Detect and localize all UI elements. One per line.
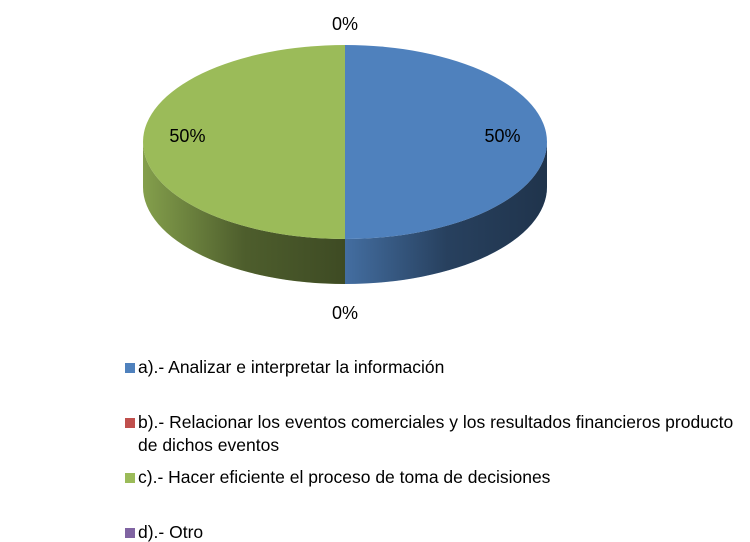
legend-item: b).- Relacionar los eventos comerciales …: [125, 411, 750, 457]
slice: [345, 45, 547, 239]
legend-label: a).- Analizar e interpretar la informaci…: [138, 357, 445, 377]
legend-swatch: [125, 528, 135, 538]
legend-item: c).- Hacer eficiente el proceso de toma …: [125, 466, 750, 489]
side-shade: [143, 142, 345, 284]
slice: [143, 45, 345, 239]
legend-label: d).- Otro: [138, 522, 204, 542]
data-label: 0%: [332, 14, 358, 34]
legend-label: c).- Hacer eficiente el proceso de toma …: [138, 467, 551, 487]
legend-item: a).- Analizar e interpretar la informaci…: [125, 356, 750, 379]
legend-swatch: [125, 363, 135, 373]
side-shade: [345, 142, 547, 284]
legend-label: b).- Relacionar los eventos comerciales …: [138, 412, 734, 455]
chart: 50% 0% 50% 0%: [143, 14, 547, 323]
data-label: 0%: [332, 303, 358, 323]
data-label: 50%: [169, 126, 205, 146]
legend-swatch: [125, 473, 135, 483]
legend-item: d).- Otro: [125, 521, 750, 542]
legend-swatch: [125, 418, 135, 428]
data-label: 50%: [485, 126, 521, 146]
